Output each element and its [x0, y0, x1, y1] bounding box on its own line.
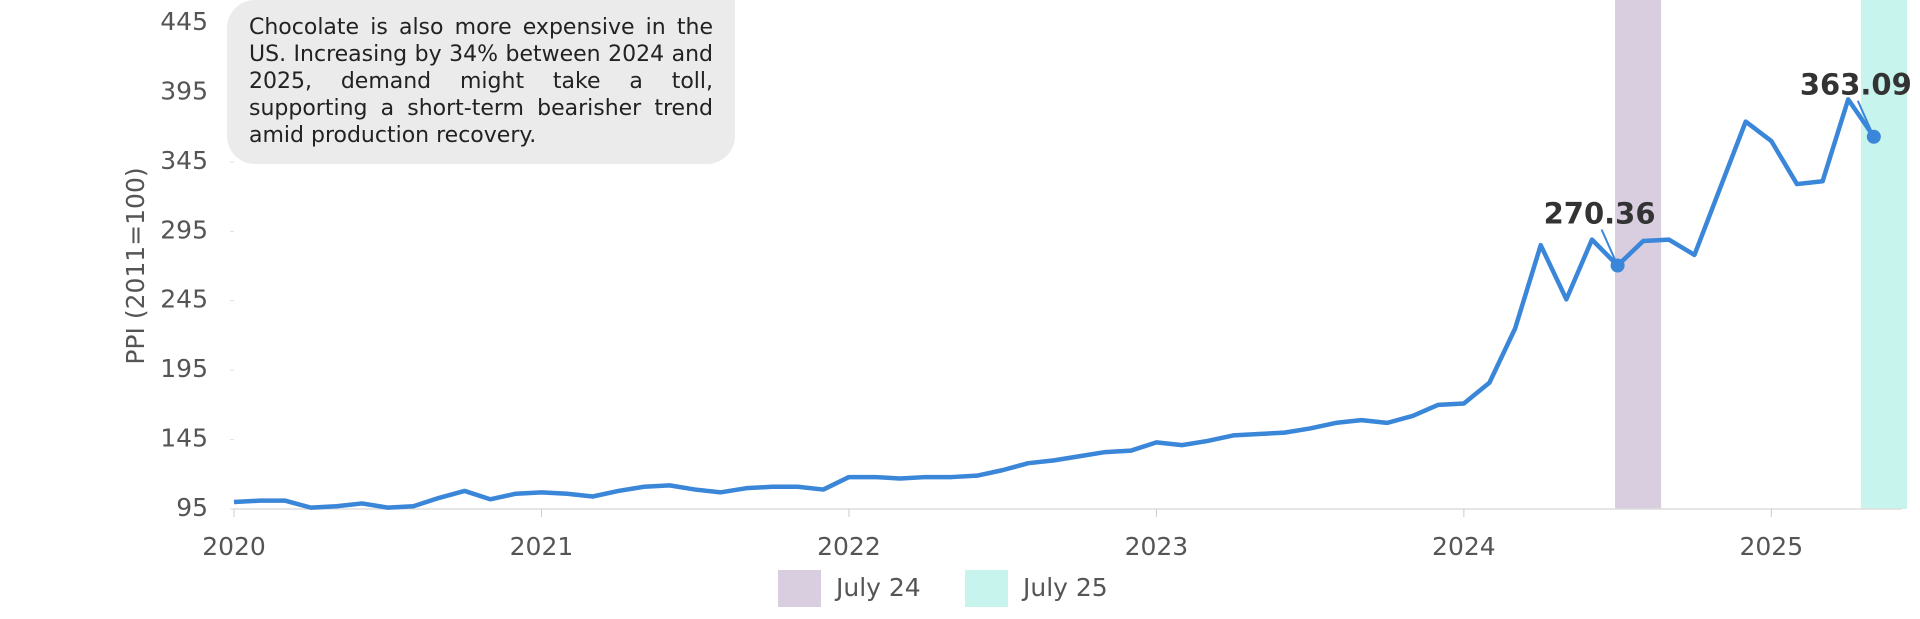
x-tick-label: 2023 — [1125, 532, 1189, 561]
legend-swatch — [965, 570, 1008, 607]
y-tick-label: 245 — [160, 285, 208, 314]
y-axis-title: PPI (2011=100) — [121, 167, 150, 364]
y-tick-label: 395 — [160, 76, 208, 105]
data-line — [233, 97, 1876, 510]
annotation-label: 363.09 — [1800, 68, 1912, 102]
x-tick-label: 2020 — [202, 532, 266, 561]
note-box: Chocolate is also more expensive in the … — [227, 0, 735, 164]
legend-swatch — [778, 570, 821, 607]
y-tick-label: 345 — [160, 146, 208, 175]
highlight-band — [1861, 0, 1908, 509]
x-tick-label: 2022 — [817, 532, 881, 561]
annotation-dot — [1866, 129, 1881, 144]
x-tick-label: 2021 — [510, 532, 574, 561]
y-tick-label: 295 — [160, 215, 208, 244]
highlight-band — [1615, 0, 1662, 509]
y-tick-label: 195 — [160, 354, 208, 383]
legend-label: July 24 — [834, 573, 921, 602]
x-tick-label: 2025 — [1740, 532, 1804, 561]
annotation-label: 270.36 — [1544, 197, 1656, 231]
x-tick-label: 2024 — [1432, 532, 1496, 561]
annotation-dot — [1610, 258, 1625, 273]
legend-label: July 25 — [1021, 573, 1108, 602]
y-tick-label: 95 — [176, 493, 208, 522]
y-tick-label: 445 — [160, 7, 208, 36]
y-tick-label: 145 — [160, 424, 208, 453]
